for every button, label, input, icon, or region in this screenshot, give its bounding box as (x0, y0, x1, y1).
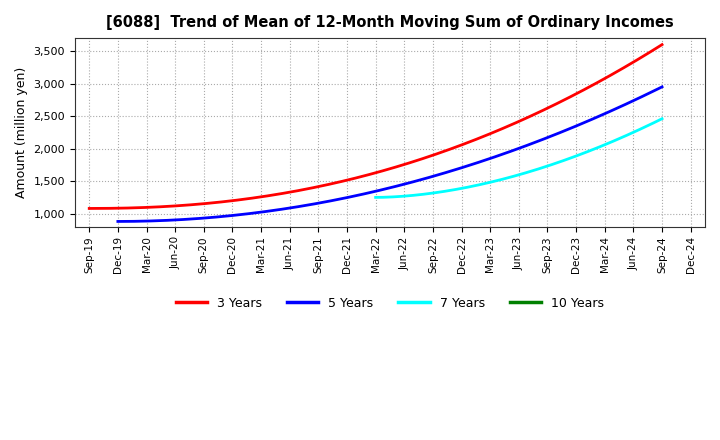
Y-axis label: Amount (million yen): Amount (million yen) (15, 67, 28, 198)
Title: [6088]  Trend of Mean of 12-Month Moving Sum of Ordinary Incomes: [6088] Trend of Mean of 12-Month Moving … (106, 15, 674, 30)
Legend: 3 Years, 5 Years, 7 Years, 10 Years: 3 Years, 5 Years, 7 Years, 10 Years (171, 292, 609, 315)
